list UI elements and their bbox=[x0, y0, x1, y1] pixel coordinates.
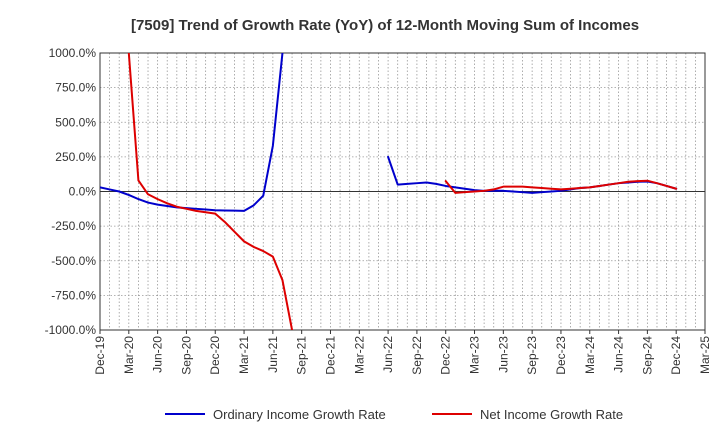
legend-label-0: Ordinary Income Growth Rate bbox=[213, 407, 386, 422]
series-lines bbox=[100, 53, 678, 330]
y-tick-label: 500.0% bbox=[55, 115, 96, 129]
x-tick-label: Dec-21 bbox=[323, 336, 337, 375]
x-tick-label: Mar-23 bbox=[468, 336, 482, 374]
x-tick-label: Jun-24 bbox=[612, 336, 626, 373]
x-tick-label: Dec-22 bbox=[439, 336, 453, 375]
x-tick-label: Sep-23 bbox=[525, 336, 539, 375]
x-tick-label: Jun-23 bbox=[496, 336, 510, 373]
x-tick-label: Jun-22 bbox=[381, 336, 395, 373]
y-tick-label: 0.0% bbox=[69, 185, 97, 199]
y-tick-label: -1000.0% bbox=[45, 323, 97, 337]
x-tick-label: Jun-20 bbox=[151, 336, 165, 373]
legend: Ordinary Income Growth Rate Net Income Gr… bbox=[165, 407, 623, 422]
x-tick-label: Jun-21 bbox=[266, 336, 280, 373]
x-tick-label: Mar-22 bbox=[352, 336, 366, 374]
x-tick-label: Mar-21 bbox=[237, 336, 251, 374]
x-tick-label: Sep-22 bbox=[410, 336, 424, 375]
y-tick-label: 250.0% bbox=[55, 150, 96, 164]
chart-title: [7509] Trend of Growth Rate (YoY) of 12-… bbox=[131, 17, 639, 34]
x-tick-label: Dec-20 bbox=[208, 336, 222, 375]
y-tick-label: -500.0% bbox=[51, 254, 96, 268]
y-tick-label: -250.0% bbox=[51, 219, 96, 233]
plot-border bbox=[99, 52, 706, 331]
y-tick-label: -750.0% bbox=[51, 288, 96, 302]
x-tick-label: Sep-20 bbox=[179, 336, 193, 375]
plot-area: 1000.0% 750.0% 500.0% 250.0% 0.0% -250.0% -500… bbox=[45, 46, 712, 375]
x-tick-label: Mar-20 bbox=[122, 336, 136, 374]
y-tick-label: 1000.0% bbox=[49, 46, 97, 60]
x-tick-label: Dec-23 bbox=[554, 336, 568, 375]
series-line-1 bbox=[127, 53, 678, 330]
y-tick-label: 750.0% bbox=[55, 81, 96, 95]
legend-label-1: Net Income Growth Rate bbox=[480, 407, 623, 422]
x-tick-label: Mar-24 bbox=[583, 336, 597, 374]
x-tick-label: Sep-21 bbox=[295, 336, 309, 375]
x-tick-label: Dec-19 bbox=[93, 336, 107, 375]
x-tick-label: Mar-25 bbox=[698, 336, 712, 374]
x-tick-label: Dec-24 bbox=[669, 336, 683, 375]
x-tick-label: Sep-24 bbox=[640, 336, 654, 375]
